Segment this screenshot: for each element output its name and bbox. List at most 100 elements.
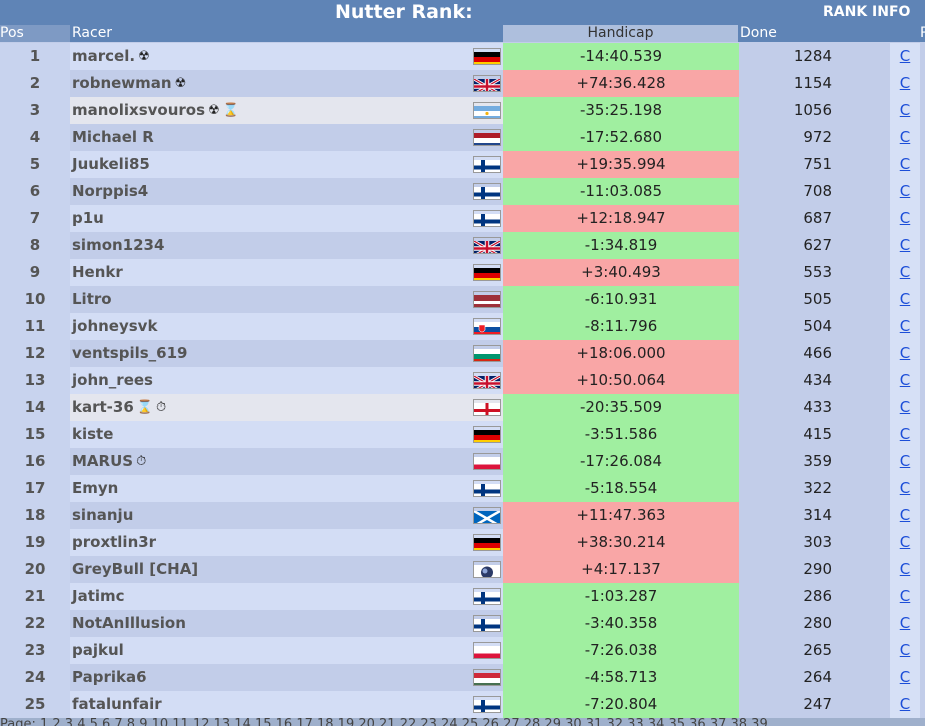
compare-link[interactable]: C xyxy=(890,205,920,232)
racer-name[interactable]: Litro xyxy=(72,290,112,308)
flag-nl-icon xyxy=(473,129,501,146)
flag-bg-icon xyxy=(473,345,501,362)
pagination[interactable]: Page: 1 2 3 4 5 6 7 8 9 10 11 12 13 14 1… xyxy=(0,718,925,726)
racer-name[interactable]: MARUS xyxy=(72,452,134,470)
racer-cell: ventspils_619 xyxy=(70,340,503,367)
compare-link[interactable]: C xyxy=(890,232,920,259)
row-edge xyxy=(920,124,925,151)
row-edge xyxy=(920,529,925,556)
row-edge xyxy=(920,43,925,70)
table-row: 2 robnewman ☢ +74:36.428 1154 C xyxy=(0,70,925,97)
done-count: 505 xyxy=(803,290,832,308)
compare-link[interactable]: C xyxy=(890,529,920,556)
done-count: 751 xyxy=(803,155,832,173)
racer-name[interactable]: Juukeli85 xyxy=(72,155,150,173)
row-position: 21 xyxy=(0,583,70,610)
racer-name[interactable]: Henkr xyxy=(72,263,123,281)
compare-link[interactable]: C xyxy=(890,664,920,691)
header-pos[interactable]: Pos xyxy=(0,25,70,42)
header-racer[interactable]: Racer xyxy=(72,25,113,41)
compare-link[interactable]: C xyxy=(890,124,920,151)
row-edge xyxy=(920,556,925,583)
done-count: 1284 xyxy=(793,47,832,65)
racer-name[interactable]: Jatimc xyxy=(72,587,125,605)
racer-cell: john_rees xyxy=(70,367,503,394)
compare-link[interactable]: C xyxy=(890,610,920,637)
racer-cell: johneysvk xyxy=(70,313,503,340)
flag-cell xyxy=(473,97,501,124)
compare-link[interactable]: C xyxy=(890,421,920,448)
racer-name[interactable]: ventspils_619 xyxy=(72,344,188,362)
header-handicap[interactable]: Handicap xyxy=(503,25,738,42)
compare-link[interactable]: C xyxy=(890,178,920,205)
table-row: 22 NotAnIllusion -3:40.358 280 C xyxy=(0,610,925,637)
compare-link[interactable]: C xyxy=(890,97,920,124)
racer-name[interactable]: proxtlin3r xyxy=(72,533,157,551)
flag-lv-icon xyxy=(473,291,501,308)
header-done[interactable]: Done xyxy=(740,25,777,41)
flag-cell xyxy=(473,637,501,664)
compare-link[interactable]: C xyxy=(890,448,920,475)
racer-name[interactable]: Norppis4 xyxy=(72,182,149,200)
handicap-value: -17:26.084 xyxy=(503,448,739,475)
compare-link[interactable]: C xyxy=(890,367,920,394)
racer-cell: Litro xyxy=(70,286,503,313)
header-p[interactable]: P xyxy=(920,25,925,41)
compare-link[interactable]: C xyxy=(890,475,920,502)
racer-name[interactable]: pajkul xyxy=(72,641,124,659)
flag-de-icon xyxy=(473,48,501,65)
compare-link[interactable]: C xyxy=(890,259,920,286)
compare-link[interactable]: C xyxy=(890,43,920,70)
table-row: 20 GreyBull [CHA] +4:17.137 290 C xyxy=(0,556,925,583)
compare-link[interactable]: C xyxy=(890,583,920,610)
compare-link[interactable]: C xyxy=(890,313,920,340)
racer-name[interactable]: john_rees xyxy=(72,371,153,389)
flag-globe-icon xyxy=(473,561,501,578)
racer-cell: robnewman ☢ xyxy=(70,70,503,97)
racer-name[interactable]: johneysvk xyxy=(72,317,158,335)
racer-name[interactable]: manolixsvouros xyxy=(72,101,206,119)
racer-name[interactable]: simon1234 xyxy=(72,236,165,254)
racer-name[interactable]: Paprika6 xyxy=(72,668,147,686)
row-edge xyxy=(920,475,925,502)
racer-name[interactable]: Michael R xyxy=(72,128,154,146)
racer-name[interactable]: kart-36 xyxy=(72,398,134,416)
done-count: 1154 xyxy=(793,74,832,92)
racer-name[interactable]: Emyn xyxy=(72,479,119,497)
rank-info-link[interactable]: RANK INFO xyxy=(823,4,911,20)
compare-link[interactable]: C xyxy=(890,502,920,529)
flag-cell xyxy=(473,205,501,232)
racer-name[interactable]: kiste xyxy=(72,425,114,443)
compare-link[interactable]: C xyxy=(890,637,920,664)
compare-link[interactable]: C xyxy=(890,394,920,421)
handicap-value: -3:40.358 xyxy=(503,610,739,637)
row-position: 10 xyxy=(0,286,70,313)
racer-name[interactable]: sinanju xyxy=(72,506,134,524)
flag-cell xyxy=(473,583,501,610)
table-row: 24 Paprika6 -4:58.713 264 C xyxy=(0,664,925,691)
table-row: 5 Juukeli85 +19:35.994 751 C xyxy=(0,151,925,178)
flag-cell xyxy=(473,448,501,475)
racer-name[interactable]: GreyBull [CHA] xyxy=(72,560,199,578)
table-row: 21 Jatimc -1:03.287 286 C xyxy=(0,583,925,610)
compare-link[interactable]: C xyxy=(890,151,920,178)
racer-name[interactable]: marcel. xyxy=(72,47,136,65)
racer-name[interactable]: robnewman xyxy=(72,74,172,92)
table-row: 7 p1u +12:18.947 687 C xyxy=(0,205,925,232)
racer-name[interactable]: NotAnIllusion xyxy=(72,614,186,632)
racer-cell: marcel. ☢ xyxy=(70,43,503,70)
table-row: 23 pajkul -7:26.038 265 C xyxy=(0,637,925,664)
table-row: 16 MARUS ⏱ -17:26.084 359 C xyxy=(0,448,925,475)
row-edge xyxy=(920,664,925,691)
racer-cell: Emyn xyxy=(70,475,503,502)
compare-link[interactable]: C xyxy=(890,556,920,583)
compare-link[interactable]: C xyxy=(890,691,920,718)
compare-link[interactable]: C xyxy=(890,70,920,97)
done-count: 286 xyxy=(803,587,832,605)
racer-name[interactable]: p1u xyxy=(72,209,104,227)
racer-name[interactable]: fatalunfair xyxy=(72,695,162,713)
compare-link[interactable]: C xyxy=(890,286,920,313)
flag-sc-icon xyxy=(473,507,501,524)
handicap-value: +3:40.493 xyxy=(503,259,739,286)
compare-link[interactable]: C xyxy=(890,340,920,367)
